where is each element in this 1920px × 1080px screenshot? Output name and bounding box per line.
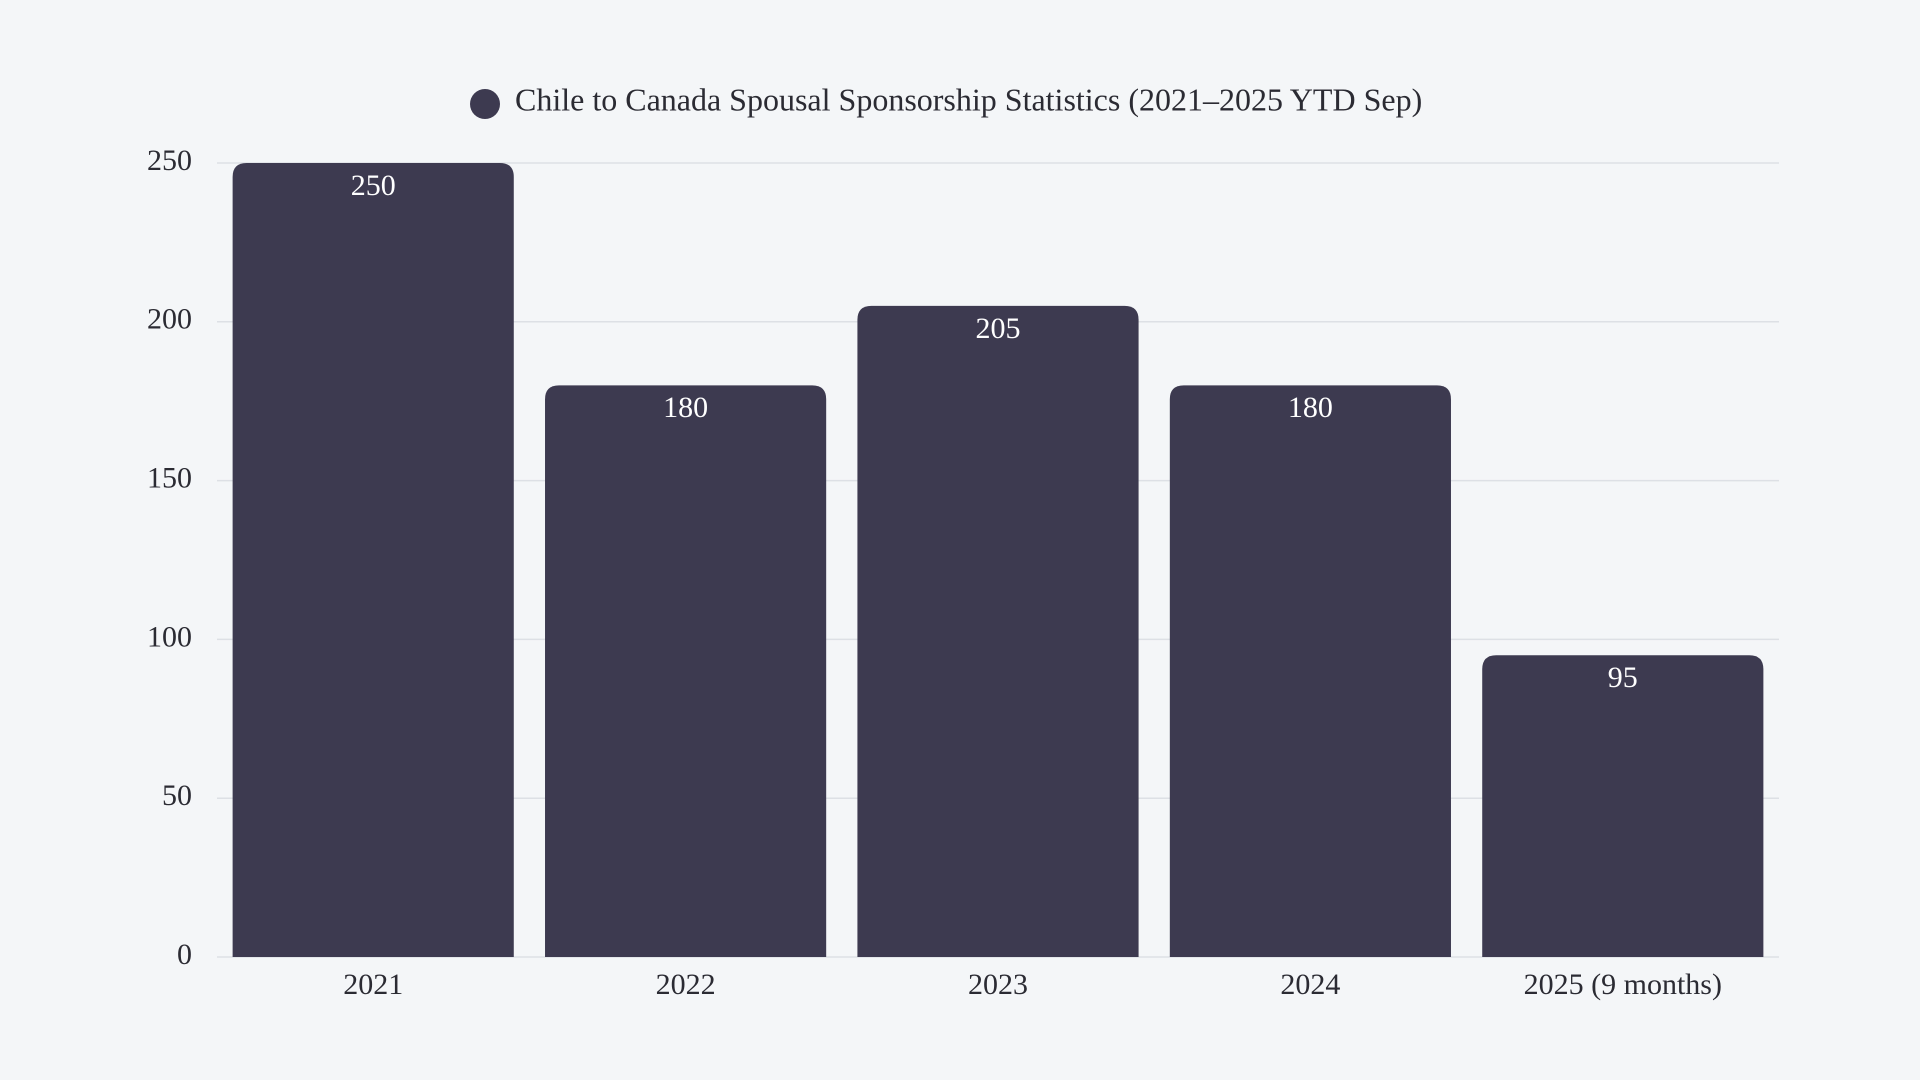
x-tick-label: 2021 [343,968,403,1001]
data-label: 205 [976,312,1021,345]
data-label: 250 [351,169,396,202]
data-label: 180 [1288,391,1333,424]
bar [232,163,514,957]
x-tick-label: 2022 [656,968,716,1001]
data-label: 180 [663,391,708,424]
bar [1482,655,1764,957]
y-tick-label: 250 [147,144,192,177]
data-label: 95 [1608,661,1638,694]
x-tick-label: 2025 (9 months) [1524,968,1722,1001]
x-tick-label: 2023 [968,968,1028,1001]
bar [545,385,827,957]
bar [857,305,1139,957]
legend-swatch [470,89,500,119]
bar [1169,385,1451,957]
y-tick-label: 0 [177,938,192,971]
x-tick-label: 2024 [1280,968,1340,1001]
legend-label: Chile to Canada Spousal Sponsorship Stat… [515,81,1422,117]
y-tick-label: 150 [147,461,192,494]
y-tick-label: 50 [162,779,192,812]
y-tick-label: 100 [147,620,192,653]
y-tick-label: 200 [147,303,192,336]
